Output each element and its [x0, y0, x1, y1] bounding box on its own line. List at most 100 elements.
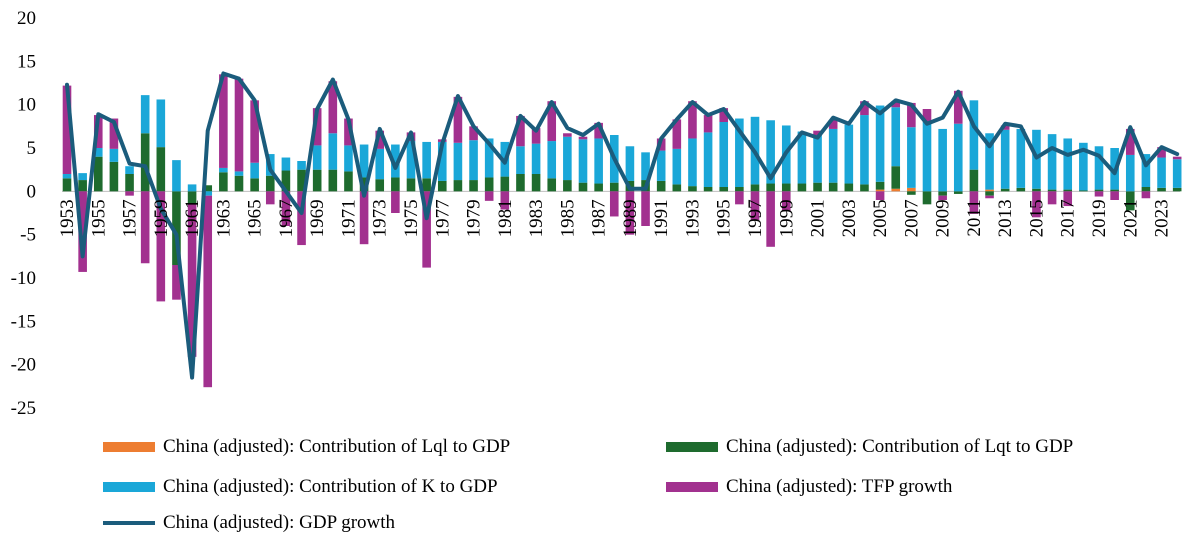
bar-lqt-1983: [531, 174, 541, 192]
bar-k-1965: [250, 162, 259, 179]
x-tick-label: 1959: [151, 199, 172, 237]
bar-tfp-1953: [62, 85, 72, 174]
bar-k-2024: [1172, 159, 1182, 188]
bar-tfp-1976: [422, 191, 431, 268]
x-tick-label: 1971: [338, 199, 359, 237]
bar-k-2022: [1141, 154, 1151, 187]
bar-lqt-1963: [219, 172, 228, 192]
bar-lqt-1967: [281, 170, 291, 192]
bar-lqt-1956: [109, 161, 119, 192]
bar-lqt-1955: [93, 156, 103, 192]
bar-k-1973: [375, 148, 385, 180]
bar-k-1975: [406, 141, 416, 179]
bar-k-2014: [1016, 128, 1026, 188]
legend-swatch-k: [103, 482, 155, 492]
bar-lql-2005: [875, 189, 885, 192]
x-tick-label: 1979: [464, 199, 485, 237]
bar-tfp-1963: [219, 74, 228, 168]
bar-lqt-2009: [938, 191, 947, 196]
bar-lqt-1954: [78, 180, 87, 192]
y-tick-label: 20: [17, 8, 36, 29]
bar-tfp-1956: [109, 118, 119, 149]
x-tick-label: 2003: [839, 199, 860, 237]
bar-tfp-1974: [391, 191, 400, 213]
bar-k-1989: [625, 146, 635, 181]
bar-lqt-1982: [516, 174, 525, 192]
bar-k-2006: [891, 107, 901, 167]
y-tick-label: -15: [11, 311, 36, 332]
legend: China (adjusted): Contribution of Lql to…: [0, 432, 1199, 540]
bar-tfp-1954: [78, 191, 87, 272]
x-tick-label: 1999: [776, 199, 797, 237]
bar-tfp-1969: [312, 108, 322, 146]
bar-tfp-2015: [1032, 191, 1041, 218]
bar-lqt-2018: [1079, 190, 1088, 192]
bar-tfp-1988: [609, 191, 619, 217]
bar-tfp-1966: [265, 191, 275, 205]
bar-tfp-1978: [453, 96, 463, 143]
bar-lqt-2024: [1172, 187, 1182, 192]
bar-lql-2006: [891, 188, 901, 192]
legend-item-tfp: China (adjusted): TFP growth: [666, 476, 952, 498]
bar-lqt-1980: [484, 177, 494, 192]
bar-tfp-1964: [234, 78, 244, 172]
bar-tfp-2002: [828, 120, 838, 129]
x-tick-label: 1957: [120, 199, 141, 237]
bar-k-2005: [875, 105, 885, 182]
x-tick-label: 2007: [901, 199, 922, 237]
bar-tfp-1985: [563, 133, 572, 137]
bar-tfp-1959: [156, 191, 166, 302]
bar-k-2009: [938, 128, 947, 192]
legend-label-lql: China (adjusted): Contribution of Lql to…: [163, 436, 511, 457]
bar-k-1960: [172, 160, 181, 192]
bar-tfp-1993: [688, 101, 697, 139]
bar-tfp-2009: [938, 195, 947, 200]
bar-lqt-2013: [1000, 188, 1010, 192]
x-tick-label: 2013: [995, 199, 1016, 237]
y-tick-label: 15: [17, 51, 36, 72]
x-tick-label: 1973: [370, 199, 391, 237]
bar-k-1984: [547, 141, 557, 179]
y-tick-label: 5: [27, 138, 37, 159]
x-tick-label: 2019: [1089, 199, 1110, 237]
y-tick-label: -25: [11, 398, 36, 419]
bar-tfp-2001: [813, 130, 822, 135]
bar-k-2018: [1079, 142, 1088, 191]
bar-tfp-1965: [250, 100, 259, 163]
bar-tfp-2007: [907, 102, 916, 128]
bar-lqt-1999: [781, 183, 791, 192]
bar-k-2023: [1157, 157, 1166, 188]
bar-k-1962: [203, 191, 213, 196]
bar-tfp-1973: [375, 130, 385, 149]
bar-lqt-1987: [594, 183, 603, 192]
bar-k-2011: [969, 100, 979, 170]
y-tick-label: -20: [11, 355, 36, 376]
bar-tfp-2004: [860, 101, 869, 116]
bar-k-1976: [422, 141, 431, 179]
bar-tfp-2010: [953, 90, 963, 124]
bar-lqt-1993: [688, 186, 697, 192]
bar-k-1992: [672, 148, 682, 185]
bar-lqt-1969: [312, 169, 322, 192]
x-tick-label: 1961: [182, 199, 203, 237]
bar-tfp-1983: [531, 128, 541, 144]
bar-tfp-1987: [594, 122, 603, 139]
x-tick-label: 1985: [557, 199, 578, 237]
bar-tfp-2008: [922, 109, 932, 122]
bar-lqt-1971: [344, 171, 353, 192]
bar-tfp-2017: [1063, 191, 1073, 207]
bar-lqt-1970: [328, 169, 338, 192]
bar-tfp-1980: [484, 191, 494, 201]
bar-lqt-2011: [969, 169, 979, 192]
bar-tfp-1958: [140, 191, 150, 264]
x-tick-label: 2005: [870, 199, 891, 237]
bar-lqt-1978: [453, 180, 463, 192]
bar-k-1972: [359, 144, 369, 178]
bar-k-1963: [219, 167, 228, 173]
bar-k-1993: [688, 138, 697, 187]
bar-k-1985: [563, 136, 572, 181]
bar-tfp-1957: [125, 191, 134, 196]
bar-lqt-2020: [1110, 189, 1119, 192]
